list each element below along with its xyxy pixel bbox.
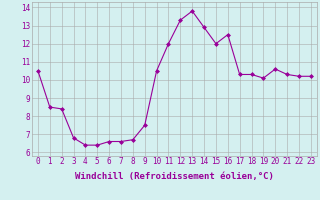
X-axis label: Windchill (Refroidissement éolien,°C): Windchill (Refroidissement éolien,°C) xyxy=(75,172,274,181)
